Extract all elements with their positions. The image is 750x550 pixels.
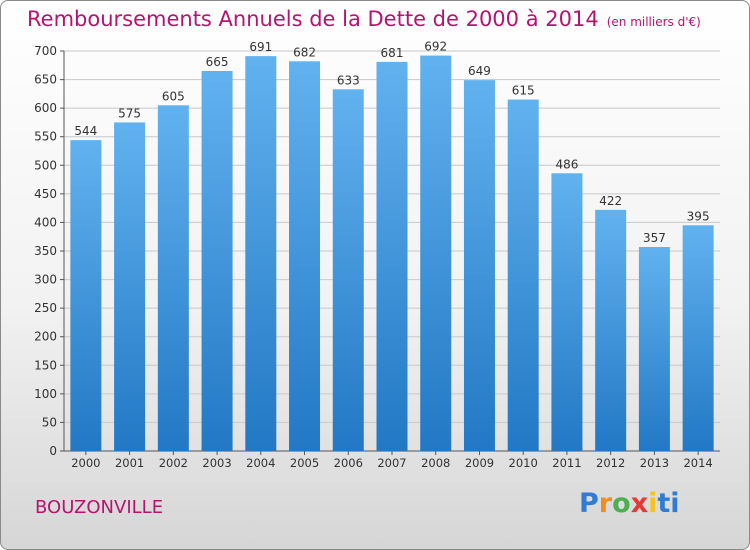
bar-value-label: 681	[381, 46, 404, 60]
bar-value-label: 692	[424, 40, 447, 54]
x-tick-label: 2003	[202, 456, 231, 470]
bar	[463, 80, 495, 452]
town-name: BOUZONVILLE	[35, 497, 164, 518]
bar	[638, 247, 670, 451]
proxiti-logo: Proxiti	[579, 488, 680, 519]
bar-value-label: 691	[249, 40, 272, 54]
y-tick-label: 700	[34, 44, 57, 58]
bar-value-label: 665	[206, 55, 229, 69]
bar-value-label: 615	[512, 84, 535, 98]
bar-value-label: 422	[599, 194, 622, 208]
y-tick-label: 550	[34, 130, 57, 144]
y-tick-label: 650	[34, 73, 57, 87]
logo-letter: i	[670, 488, 680, 519]
y-tick-label: 200	[34, 330, 57, 344]
x-tick-label: 2000	[71, 456, 100, 470]
y-tick-label: 500	[34, 158, 57, 172]
y-tick-label: 50	[42, 415, 57, 429]
bar	[114, 122, 146, 451]
bar	[201, 71, 233, 451]
x-tick-label: 2014	[683, 456, 712, 470]
bar	[376, 61, 408, 451]
bar-value-labels: 544 575 605 665 691 682 633 681 692 649 615 486 422 3…	[74, 40, 709, 245]
chart-title-text: Remboursements Annuels de la Dette de 20…	[27, 7, 599, 31]
x-tick-label: 2005	[290, 456, 319, 470]
bar-value-label: 649	[468, 64, 491, 78]
bar-value-label: 605	[162, 89, 185, 103]
y-tick-label: 300	[34, 273, 57, 287]
chart-title: Remboursements Annuels de la Dette de 20…	[27, 7, 701, 31]
bar	[595, 209, 627, 451]
chart-unit: (en milliers d'€)	[606, 15, 701, 29]
logo-letter: t	[657, 488, 671, 519]
bar	[507, 99, 539, 452]
bar-value-label: 486	[555, 157, 578, 171]
bar	[289, 61, 321, 452]
y-tick-label: 350	[34, 244, 57, 258]
bars	[70, 55, 714, 452]
y-tick-label: 400	[34, 215, 57, 229]
x-tick-label: 2011	[552, 456, 581, 470]
bar	[332, 89, 364, 452]
x-tick-label: 2010	[509, 456, 538, 470]
bar-value-label: 682	[293, 45, 316, 59]
y-tick-label: 600	[34, 101, 57, 115]
y-tick-labels: 0 50 100 150 200 250 300 350 400 450 500 550 600 650 7…	[34, 44, 57, 458]
x-tick-label: 2002	[159, 456, 188, 470]
bar-value-label: 575	[118, 106, 141, 120]
logo-letter: P	[579, 488, 599, 519]
bar	[157, 105, 189, 452]
bar-value-label: 544	[74, 124, 97, 138]
bar	[245, 56, 277, 452]
logo-letter: r	[598, 488, 613, 519]
x-tick-label: 2007	[377, 456, 406, 470]
bar-value-label: 633	[337, 73, 360, 87]
bar	[420, 55, 452, 451]
bar	[682, 225, 714, 451]
y-tick-label: 0	[49, 444, 57, 458]
bar	[551, 173, 583, 452]
y-tick-label: 450	[34, 187, 57, 201]
bar-value-label: 357	[643, 231, 666, 245]
logo-letter: x	[630, 488, 649, 519]
y-tick-label: 150	[34, 358, 57, 372]
logo-letter: o	[612, 488, 631, 519]
bar-value-label: 395	[687, 209, 710, 223]
x-tick-label: 2008	[421, 456, 450, 470]
bar	[70, 140, 102, 451]
x-tick-label: 2001	[115, 456, 144, 470]
x-tick-label: 2012	[596, 456, 625, 470]
x-tick-label: 2009	[465, 456, 494, 470]
x-tick-label: 2006	[334, 456, 363, 470]
y-tick-label: 100	[34, 387, 57, 401]
y-tick-label: 250	[34, 301, 57, 315]
x-tick-label: 2013	[640, 456, 669, 470]
x-tick-labels: 2000 2001 2002 2003 2004 2005 2006 2007 2008 2009…	[71, 456, 713, 470]
x-tick-label: 2004	[246, 456, 275, 470]
logo-letter: i	[648, 488, 658, 519]
